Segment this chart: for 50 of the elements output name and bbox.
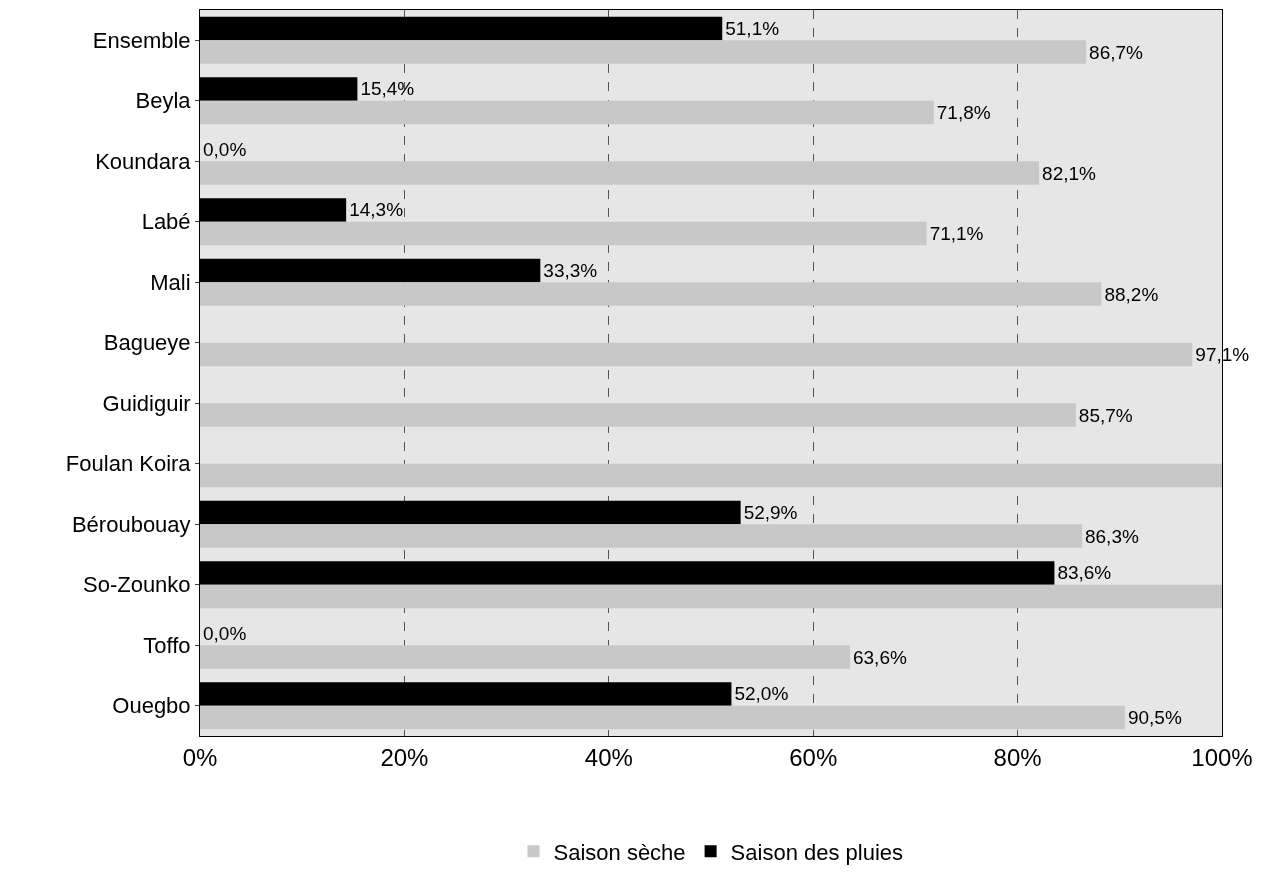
y-tick-label: Koundara bbox=[95, 148, 192, 174]
legend-label: Saison sèche bbox=[553, 839, 686, 865]
bar bbox=[200, 100, 934, 125]
bar bbox=[200, 221, 927, 246]
data-label: 71,1% bbox=[929, 223, 984, 245]
bar bbox=[200, 463, 1222, 488]
bar bbox=[200, 40, 1087, 64]
x-tick-label: 80% bbox=[993, 743, 1042, 771]
y-tick-label: Mali bbox=[150, 269, 191, 295]
x-tick-label: 100% bbox=[1191, 743, 1253, 771]
data-label: 52,0% bbox=[734, 683, 789, 705]
y-tick-label: Ensemble bbox=[92, 27, 191, 53]
data-label: 51,1% bbox=[725, 17, 780, 39]
data-label: 52,9% bbox=[743, 501, 798, 523]
x-tick-label: 0% bbox=[182, 743, 218, 771]
bar bbox=[200, 524, 1082, 548]
data-label: 86,7% bbox=[1089, 41, 1144, 63]
y-tick-label: Beyla bbox=[135, 88, 192, 114]
x-tick-label: 40% bbox=[584, 743, 633, 771]
data-label: 71,8% bbox=[936, 102, 991, 124]
y-tick-label: Foulan Koira bbox=[65, 451, 192, 477]
bar bbox=[200, 705, 1125, 730]
data-label: 15,4% bbox=[360, 78, 415, 100]
data-label: 90,5% bbox=[1127, 707, 1182, 729]
bar bbox=[200, 403, 1076, 427]
data-label: 14,3% bbox=[349, 199, 404, 221]
y-tick-label: Labé bbox=[141, 209, 191, 235]
y-tick-label: Guidiguir bbox=[102, 390, 191, 416]
data-label: 86,3% bbox=[1084, 525, 1139, 547]
data-label: 82,1% bbox=[1042, 162, 1097, 184]
data-label: 88,2% bbox=[1104, 283, 1159, 305]
data-label: 83,6% bbox=[1057, 562, 1112, 584]
y-tick-label: So-Zounko bbox=[82, 572, 191, 598]
x-tick-label: 60% bbox=[789, 743, 838, 771]
data-label: 0,0% bbox=[203, 622, 247, 644]
bar bbox=[200, 645, 850, 669]
bar bbox=[200, 282, 1102, 306]
bar bbox=[200, 342, 1193, 367]
legend-label: Saison des pluies bbox=[730, 839, 904, 865]
y-tick-label: Ouegbo bbox=[112, 693, 191, 719]
y-tick-label: Bagueye bbox=[103, 330, 191, 356]
y-tick-label: Béroubouay bbox=[71, 511, 191, 537]
data-label: 85,7% bbox=[1078, 404, 1133, 426]
bar bbox=[200, 161, 1040, 185]
data-label: 63,6% bbox=[852, 646, 907, 668]
data-label: 0,0% bbox=[203, 138, 247, 160]
data-label: 33,3% bbox=[543, 259, 598, 281]
y-tick-label: Toffo bbox=[143, 632, 191, 658]
bar bbox=[200, 584, 1222, 609]
x-tick-label: 20% bbox=[380, 743, 429, 771]
